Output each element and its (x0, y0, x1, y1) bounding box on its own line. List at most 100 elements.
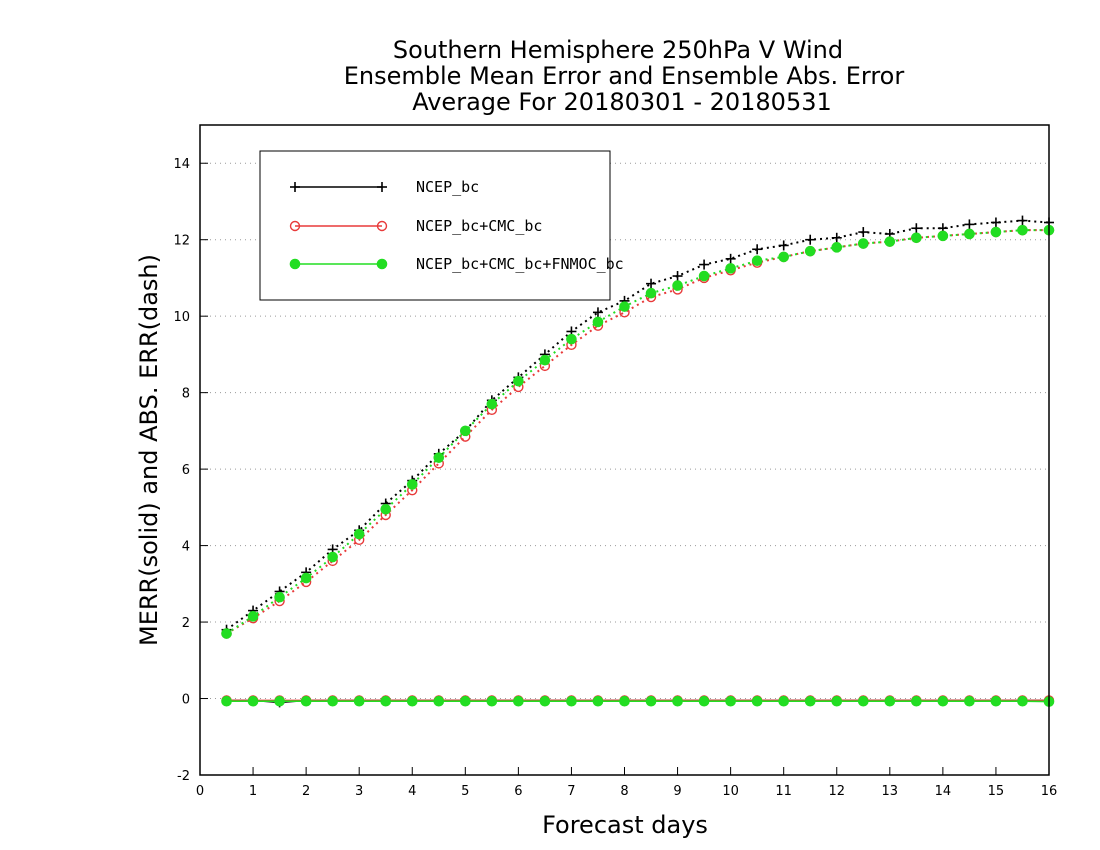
x-tick-label: 13 (882, 784, 899, 799)
abs-err-point (752, 244, 763, 255)
abs-err-point (725, 263, 736, 274)
mean-err-point (539, 695, 551, 707)
mean-err-point (884, 695, 896, 707)
legend-label: NCEP_bc+CMC_bc+FNMOC_bc (416, 255, 624, 273)
x-axis-label: Forecast days (542, 811, 708, 839)
abs-err-point (566, 333, 577, 345)
abs-err-point (353, 528, 365, 540)
mean-err-point (990, 695, 1002, 707)
abs-err-point (911, 223, 922, 234)
mean-err-point (274, 695, 285, 707)
x-tick-label: 2 (302, 784, 310, 799)
abs-err-point (247, 611, 259, 622)
abs-err-point (460, 425, 471, 437)
x-tick-label: 0 (196, 784, 204, 799)
mean-err-point (725, 695, 736, 707)
plot-series (221, 215, 1055, 708)
abs-err-point (964, 228, 975, 240)
abs-err-point (592, 316, 604, 328)
abs-err-point (380, 503, 392, 515)
legend-label: NCEP_bc+CMC_bc (416, 217, 542, 235)
mean-err-point (751, 695, 763, 707)
x-tick-label: 7 (567, 784, 575, 799)
abs-err-point (831, 242, 843, 253)
abs-err-point (858, 227, 869, 238)
mean-err-point (433, 695, 445, 707)
y-tick-label: 14 (173, 157, 190, 172)
abs-err-point (1017, 224, 1028, 236)
y-tick-label: 2 (182, 616, 190, 631)
x-tick-label: 5 (461, 784, 469, 799)
abs-err-point (619, 301, 630, 312)
abs-err-point (778, 251, 789, 263)
series-2 (221, 224, 1055, 707)
x-axis-ticks: 0 1 2 3 4 5 6 7 8 9 10 11 12 13 14 15 16 (196, 767, 1057, 799)
chart-title: Southern Hemisphere 250hPa V Wind Ensemb… (344, 36, 905, 116)
abs-err-point (964, 219, 975, 230)
y-axis-ticks: -2 0 2 4 6 8 10 12 14 (173, 157, 208, 784)
chart-title-line-3: Average For 20180301 - 20180531 (412, 88, 832, 116)
abs-err-point (300, 572, 312, 584)
x-tick-label: 4 (408, 784, 416, 799)
chart-title-line-2: Ensemble Mean Error and Ensemble Abs. Er… (344, 62, 905, 90)
x-tick-label: 9 (673, 784, 681, 799)
mean-err-point (300, 695, 312, 707)
mean-err-point (672, 695, 683, 707)
x-tick-label: 11 (775, 784, 792, 799)
legend-item-1: NCEP_bc+CMC_bc (289, 217, 542, 235)
abs-err-point (327, 551, 338, 563)
abs-err-point (698, 270, 710, 282)
mean-err-point (698, 695, 710, 707)
abs-err-point (778, 240, 789, 251)
mean-err-point (911, 695, 922, 707)
abs-err-point (990, 217, 1001, 228)
y-tick-label: -2 (177, 769, 190, 784)
mean-err-point (964, 695, 975, 707)
legend-label: NCEP_bc (416, 178, 479, 196)
mean-err-point (221, 695, 232, 707)
x-tick-label: 12 (828, 784, 845, 799)
y-tick-label: 8 (182, 387, 190, 402)
y-tick-label: 12 (173, 234, 190, 249)
legend-marker (290, 182, 300, 192)
abs-err-point (513, 375, 524, 387)
abs-err-point (486, 398, 498, 410)
x-tick-label: 14 (935, 784, 952, 799)
abs-err-point (857, 238, 869, 249)
mean-err-point (486, 695, 498, 707)
mean-err-point (592, 695, 604, 707)
x-tick-label: 6 (514, 784, 522, 799)
mean-err-point (1017, 695, 1028, 707)
mean-err-point (937, 695, 949, 707)
mean-err-point (247, 695, 259, 707)
mean-err-point (831, 695, 843, 707)
y-tick-label: 10 (173, 310, 190, 325)
abs-err-point (884, 236, 896, 247)
abs-err-line (225, 219, 1050, 631)
abs-err-point (699, 259, 710, 270)
legend-marker (376, 220, 388, 232)
legend-marker (289, 258, 301, 270)
abs-err-point (672, 271, 683, 282)
legend-marker (376, 258, 388, 270)
x-tick-label: 3 (355, 784, 363, 799)
mean-err-point (857, 695, 869, 707)
y-tick-label: 4 (182, 540, 190, 555)
abs-err-point (831, 232, 842, 243)
chart-title-line-1: Southern Hemisphere 250hPa V Wind (393, 36, 843, 64)
mean-err-point (778, 695, 789, 707)
abs-err-point (592, 307, 603, 318)
abs-err-point (406, 479, 418, 490)
abs-err-point (274, 591, 285, 603)
legend-marker (377, 182, 387, 192)
y-tick-label: 6 (182, 463, 190, 478)
y-axis-label: MERR(solid) and ABS. ERR(dash) (135, 254, 163, 646)
mean-err-point (327, 695, 338, 707)
mean-err-point (380, 695, 392, 707)
mean-err-point (619, 695, 630, 707)
mean-err-point (460, 695, 471, 707)
legend-item-2: NCEP_bc+CMC_bc+FNMOC_bc (289, 255, 624, 273)
y-tick-label: 0 (182, 693, 190, 708)
legend: NCEP_bc NCEP_bc+CMC_bc NCEP_bc+CMC_bc+FNMO… (259, 150, 624, 301)
